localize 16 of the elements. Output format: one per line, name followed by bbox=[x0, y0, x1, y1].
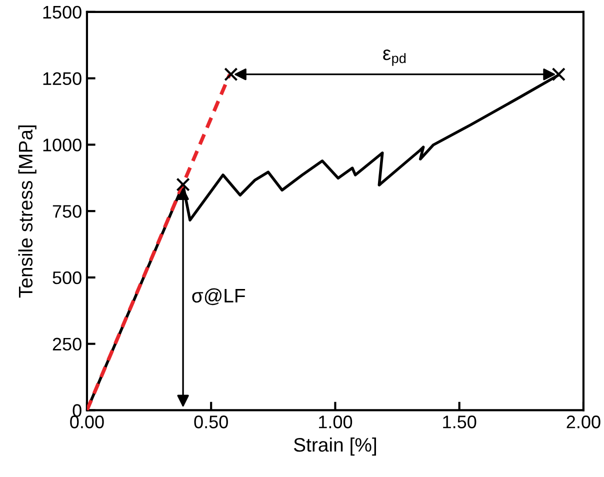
annotation: ε$_{pd}$ bbox=[383, 49, 406, 66]
x-tick-label: 1.00 bbox=[319, 416, 352, 428]
y-tick-label: 0 bbox=[72, 404, 82, 417]
annotation: σ@LF bbox=[192, 288, 246, 306]
y-axis-title: Tensile stress [MPa] bbox=[18, 125, 36, 298]
y-tick-label: 1000 bbox=[43, 138, 82, 152]
y-tick-label: 1250 bbox=[43, 72, 82, 86]
x-tick-label: 0.50 bbox=[194, 416, 228, 428]
y-tick-label: 500 bbox=[52, 271, 82, 284]
y-tick-label: 1500 bbox=[43, 6, 82, 19]
y-tick-label: 250 bbox=[52, 338, 82, 351]
x-tick-label: 0.00 bbox=[70, 416, 104, 428]
y-tick-label: 750 bbox=[52, 205, 82, 218]
x-axis-title: Strain [%] bbox=[294, 437, 376, 456]
x-tick-label: 1.50 bbox=[443, 416, 476, 428]
x-tick-label: 2.00 bbox=[566, 416, 600, 428]
